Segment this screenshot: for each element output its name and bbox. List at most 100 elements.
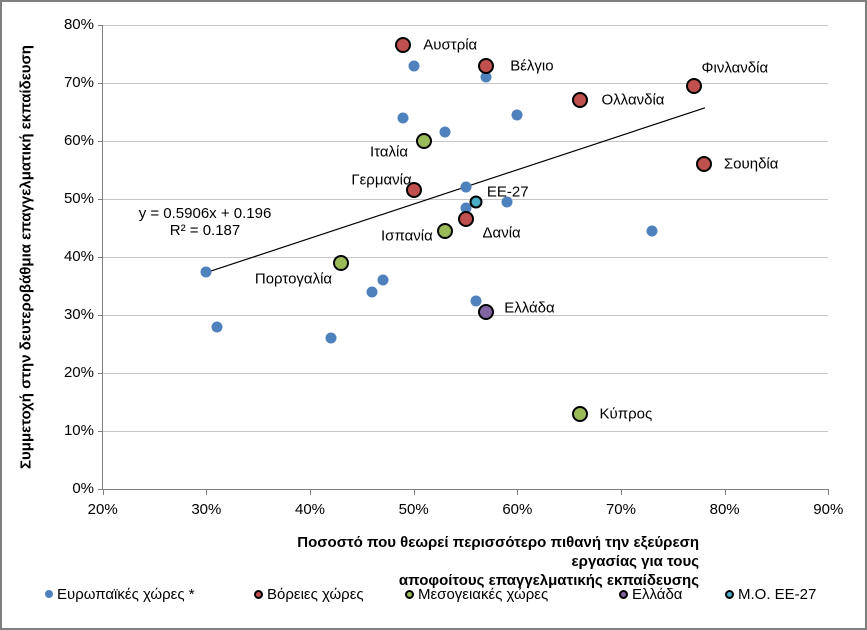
trendline-r-squared: R² = 0.187 [169, 222, 241, 239]
x-axis-title: Ποσοστό που θεωρεί περισσότερο πιθανή τη… [229, 533, 699, 590]
trendline-annotation: y = 0.5906x + 0.196 R² = 0.187 [120, 205, 290, 239]
gridline [102, 82, 829, 84]
point-label: Φινλανδία [701, 59, 769, 77]
trendline-equation: y = 0.5906x + 0.196 [138, 205, 272, 222]
legend-label: Ελλάδα [632, 585, 683, 603]
x-axis-tick [724, 490, 726, 495]
gridline [102, 256, 829, 258]
data-point [646, 225, 658, 237]
data-point [366, 286, 378, 298]
y-tick-label: 30% [63, 306, 94, 323]
x-tick-label: 40% [294, 501, 326, 518]
gridline [102, 198, 829, 200]
data-point [333, 254, 350, 271]
y-axis-tick [97, 373, 103, 374]
y-tick-label: 80% [63, 16, 94, 33]
legend-item: Βόρειες χώρες [254, 584, 364, 604]
legend-item: Μεσογειακές χώρες [405, 584, 548, 604]
x-axis-tick [620, 490, 622, 495]
y-axis-tick [97, 431, 103, 432]
point-label: Ιταλία [369, 143, 409, 161]
legend-label: Μ.Ο. ΕΕ-27 [738, 585, 817, 603]
legend-marker-icon [725, 589, 734, 599]
data-point [416, 133, 433, 149]
point-label: ΕΕ-27 [486, 183, 529, 201]
x-tick-label: 60% [502, 501, 533, 518]
chart-legend: Ευρωπαϊκές χώρες * Βόρειες χώρες Μεσογειακ… [2, 584, 865, 604]
data-point [460, 181, 471, 193]
y-tick-label: 0% [72, 480, 94, 497]
data-point [325, 332, 337, 344]
point-label: Αυστρία [423, 36, 478, 54]
data-point [460, 202, 471, 214]
data-point [571, 92, 588, 109]
x-axis-tick [102, 490, 104, 495]
legend-marker-icon [619, 589, 628, 599]
data-point [457, 211, 474, 228]
legend-item: Ευρωπαϊκές χώρες * [45, 584, 195, 604]
data-point [480, 71, 492, 83]
x-axis-tick [828, 490, 830, 495]
y-axis-tick [97, 489, 103, 490]
point-label: Πορτογαλία [254, 270, 333, 288]
data-point [469, 195, 483, 209]
data-point [200, 266, 212, 277]
y-axis-tick [97, 25, 103, 26]
y-tick-label: 20% [63, 364, 94, 381]
y-axis-tick [97, 315, 103, 316]
y-axis-tick [97, 141, 103, 142]
point-label: Ισπανία [381, 227, 433, 245]
y-tick-label: 70% [63, 74, 94, 91]
legend-item: Ελλάδα [619, 584, 682, 604]
gridline [102, 372, 829, 374]
legend-label: Ευρωπαϊκές χώρες * [57, 585, 195, 603]
point-label: Βέλγιο [510, 57, 554, 75]
x-tick-label: 20% [87, 501, 118, 518]
y-tick-label: 40% [63, 248, 94, 265]
x-tick-label: 80% [709, 501, 740, 518]
data-point [511, 109, 523, 121]
legend-label: Βόρειες χώρες [267, 585, 364, 603]
gridline [102, 314, 829, 316]
legend-label: Μεσογειακές χώρες [418, 585, 549, 603]
data-point [470, 295, 482, 306]
y-axis-tick [97, 257, 103, 258]
gridline [102, 430, 829, 432]
x-axis-line [102, 489, 829, 490]
data-point [211, 321, 223, 333]
data-point [377, 274, 389, 286]
y-axis-tick [97, 199, 103, 200]
data-point [436, 222, 453, 239]
point-label: Ελλάδα [504, 299, 555, 317]
x-axis-tick [517, 490, 519, 495]
legend-marker-icon [254, 589, 263, 599]
x-axis-tick [206, 490, 208, 495]
data-point [397, 112, 409, 124]
x-axis-tick [413, 490, 415, 495]
point-label: Κύπρος [599, 405, 653, 423]
data-point [408, 60, 420, 72]
y-tick-label: 50% [63, 190, 94, 207]
x-tick-label: 50% [398, 501, 429, 518]
x-tick-label: 90% [813, 501, 844, 518]
legend-item: Μ.Ο. ΕΕ-27 [725, 584, 816, 604]
point-label: Σουηδία [723, 155, 779, 173]
gridline [102, 140, 829, 142]
y-tick-label: 10% [63, 422, 94, 439]
data-point [695, 156, 712, 173]
data-point [478, 304, 495, 321]
data-point [685, 77, 702, 94]
y-axis-tick [97, 83, 103, 84]
data-point [405, 182, 422, 199]
data-point [439, 126, 451, 138]
x-tick-label: 30% [191, 501, 222, 518]
data-point [395, 37, 412, 54]
y-axis-line [102, 25, 104, 490]
gridline [102, 24, 829, 26]
x-axis-title-line1: Ποσοστό που θεωρεί περισσότερο πιθανή τη… [297, 534, 699, 570]
x-axis-title-line2: αποφοίτους επαγγελματικής εκπαίδευσης [398, 572, 699, 589]
data-point [501, 196, 513, 208]
